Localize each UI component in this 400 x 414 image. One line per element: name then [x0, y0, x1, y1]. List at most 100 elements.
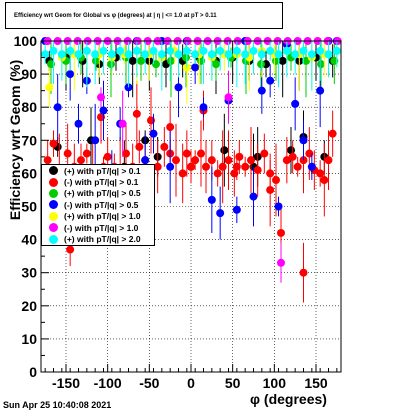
legend-marker-icon [49, 223, 58, 233]
data-point [49, 139, 58, 148]
data-point [45, 83, 54, 92]
data-point [278, 56, 287, 65]
x-tick-label: 150 [304, 375, 328, 391]
data-point [257, 50, 266, 59]
data-point [187, 162, 195, 171]
data-point [202, 162, 210, 171]
y-tick-label: 60 [21, 165, 37, 181]
legend-label: (+) with pT/|q| > 2.0 [64, 234, 141, 245]
legend-marker-icon [49, 177, 58, 187]
data-point [166, 46, 175, 55]
y-tick-label: 40 [21, 232, 37, 248]
x-tick-label: 0 [187, 375, 195, 391]
data-point [266, 46, 275, 55]
data-point [241, 50, 250, 59]
data-point [247, 156, 255, 165]
series-group [41, 41, 341, 91]
legend-entry: (+) with pT/|q| > 0.5 [42, 188, 154, 199]
data-point [43, 156, 52, 165]
data-point [213, 169, 222, 178]
data-point [317, 60, 325, 69]
chart-title: Efficiency wrt Geom for Global vs φ (deg… [14, 12, 217, 19]
data-point [253, 166, 262, 175]
series-group [43, 37, 342, 283]
data-point [224, 93, 233, 102]
data-point [66, 46, 75, 55]
data-point [299, 136, 308, 145]
x-tick-label: -100 [94, 375, 122, 391]
data-point [274, 202, 283, 211]
data-point [266, 185, 275, 194]
data-point [160, 142, 169, 151]
data-point [141, 50, 150, 59]
legend-entry: (-) with pT/|q| > 0.1 [42, 176, 154, 187]
data-point [218, 162, 227, 171]
data-point [99, 46, 108, 55]
data-point [316, 46, 325, 55]
data-point [232, 46, 241, 55]
data-point [74, 50, 83, 59]
data-point [277, 258, 285, 267]
data-point [224, 156, 233, 165]
x-tick-label: 100 [263, 375, 287, 391]
data-point [182, 149, 191, 158]
y-tick-label: 20 [21, 298, 37, 314]
data-point [124, 50, 133, 59]
data-point [91, 136, 100, 145]
data-point [282, 156, 291, 165]
y-tick-label: 0 [29, 364, 37, 380]
legend-marker-icon [49, 200, 58, 210]
data-point [224, 50, 233, 59]
data-point [324, 50, 333, 59]
legend-label: (+) with pT/|q| > 0.5 [64, 188, 141, 199]
data-point [182, 46, 191, 55]
data-point [82, 149, 91, 158]
data-point [166, 162, 175, 171]
legend-entry: (+) with pT/|q| > 2.0 [42, 233, 154, 244]
y-tick-label: 70 [21, 132, 37, 148]
data-point [92, 56, 100, 65]
legend-entry: (-) with pT/|q| > 0.5 [42, 199, 154, 210]
data-point [149, 129, 158, 138]
x-axis-label: φ (degrees) [250, 391, 327, 407]
data-point [191, 50, 200, 59]
data-point [74, 119, 83, 128]
x-tick-label: 50 [225, 375, 241, 391]
data-point [107, 60, 115, 69]
data-point [103, 152, 112, 161]
data-point [167, 56, 175, 65]
data-point [149, 46, 158, 55]
data-point [257, 86, 266, 95]
y-tick-label: 50 [21, 199, 37, 215]
data-point [157, 50, 166, 59]
data-point [91, 50, 100, 59]
data-point [288, 152, 297, 161]
data-point [116, 46, 125, 55]
data-point [77, 156, 85, 165]
y-tick-label: 80 [21, 99, 37, 115]
data-point [66, 245, 75, 254]
data-point [241, 162, 250, 171]
data-point [207, 156, 216, 165]
data-point [324, 156, 333, 165]
data-point [197, 149, 205, 158]
data-point [266, 76, 275, 85]
data-point [257, 60, 265, 69]
data-point [191, 63, 200, 72]
data-point [212, 60, 220, 69]
data-point [132, 109, 141, 118]
legend: (+) with pT/|q| > 0.1 (-) with pT/|q| > … [41, 164, 155, 246]
data-point [57, 50, 66, 59]
data-point [172, 156, 180, 165]
data-point [137, 56, 145, 65]
data-point [291, 99, 300, 108]
data-point [249, 46, 258, 55]
y-tick-label: 90 [21, 66, 37, 82]
legend-label: (+) with pT/|q| > 0.1 [64, 165, 141, 176]
data-point [118, 119, 127, 128]
data-point [232, 205, 241, 214]
axis-ticks: 0 10 20 30 40 50 60 70 80 90 100 -150 -100 -50 0 50 100 1… [14, 33, 338, 391]
x-tick-label: -150 [52, 375, 80, 391]
data-point [272, 176, 280, 185]
